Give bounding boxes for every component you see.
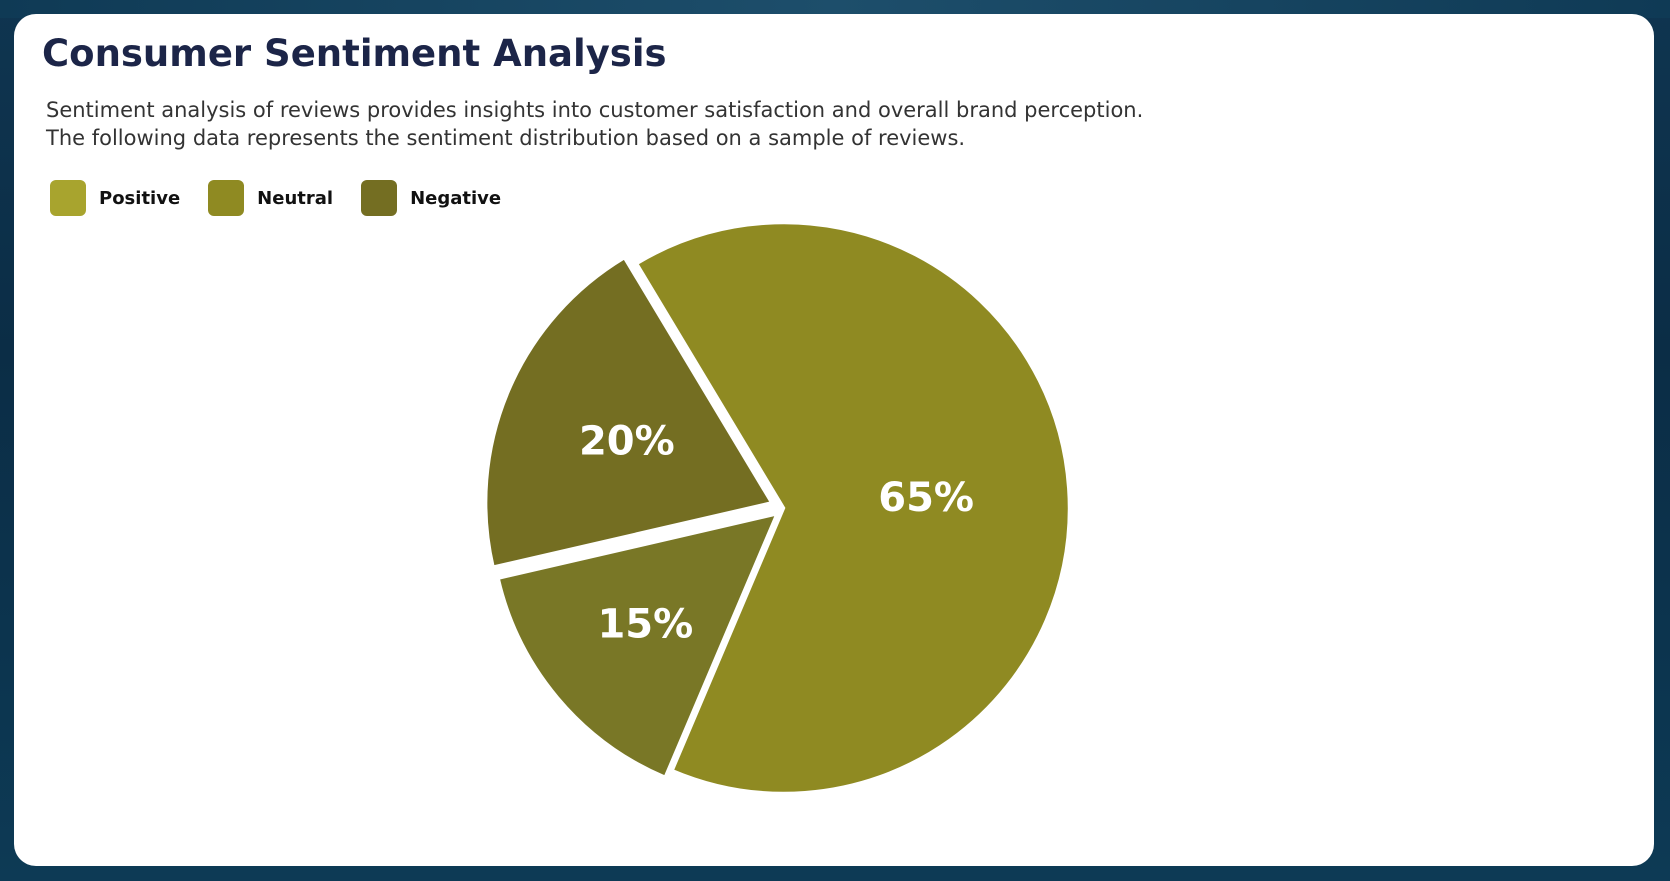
- description: Sentiment analysis of reviews provides i…: [46, 96, 1143, 152]
- legend: Positive Neutral Negative: [50, 180, 529, 216]
- description-line-2: The following data represents the sentim…: [46, 126, 966, 150]
- legend-label-negative: Negative: [410, 187, 502, 209]
- legend-item-positive: Positive: [50, 180, 180, 216]
- pie-slice-negative: [484, 256, 774, 569]
- pie-slice-neutral: [497, 512, 779, 779]
- chart-card: Consumer Sentiment Analysis Sentiment an…: [14, 14, 1654, 866]
- legend-item-negative: Negative: [361, 180, 501, 216]
- pie-label-positive: 65%: [878, 475, 974, 521]
- legend-label-positive: Positive: [99, 187, 181, 209]
- page-title: Consumer Sentiment Analysis: [42, 32, 667, 75]
- pie-chart: 65% 15% 20%: [484, 221, 1071, 795]
- legend-swatch-positive: [50, 180, 86, 216]
- legend-swatch-negative: [361, 180, 398, 216]
- legend-label-neutral: Neutral: [257, 187, 334, 209]
- background-strip: [0, 0, 1670, 18]
- pie-label-negative: 20%: [579, 418, 675, 464]
- legend-swatch-neutral: [208, 180, 245, 216]
- description-line-1: Sentiment analysis of reviews provides i…: [46, 98, 1144, 122]
- pie-slice-positive: [635, 221, 1071, 795]
- pie-label-neutral: 15%: [597, 601, 693, 647]
- legend-item-neutral: Neutral: [208, 180, 333, 216]
